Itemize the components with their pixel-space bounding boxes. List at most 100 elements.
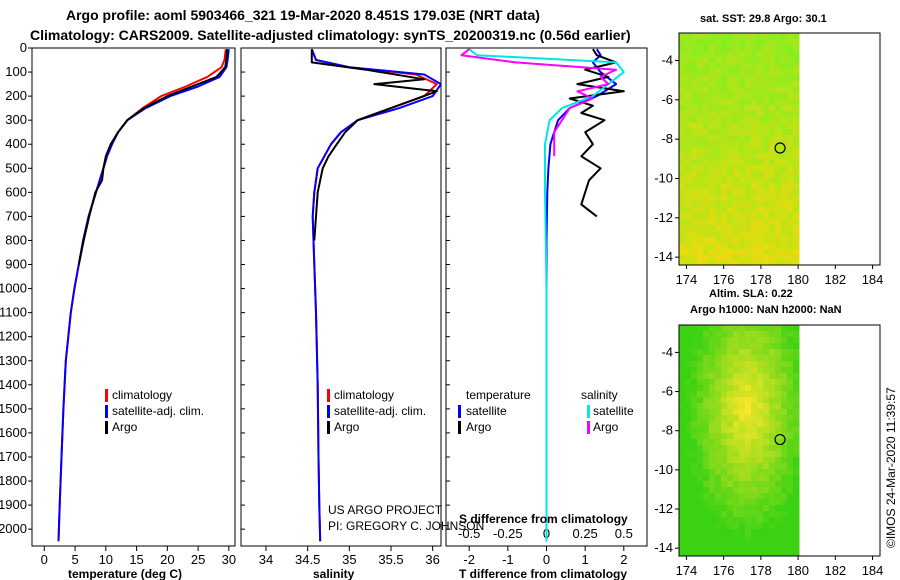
heatmap-cell: [727, 69, 734, 76]
heatmap-cell: [727, 499, 734, 506]
heatmap-cell: [721, 129, 728, 136]
heatmap-cell: [763, 469, 770, 476]
heatmap-cell: [739, 541, 746, 548]
heatmap-cell: [703, 415, 710, 422]
heatmap-cell: [793, 165, 800, 172]
heatmap-cell: [781, 505, 788, 512]
heatmap-cell: [769, 189, 776, 196]
figure-title: Argo profile: aoml 5903466_321 19-Mar-20…: [66, 7, 540, 23]
heatmap-cell: [763, 63, 770, 70]
heatmap-cell: [721, 183, 728, 190]
pi-note: PI: GREGORY C. JOHNSON: [328, 519, 484, 533]
heatmap-cell: [709, 75, 716, 82]
heatmap-cell: [691, 349, 698, 356]
heatmap-cell: [775, 159, 782, 166]
map-x-tick-label: 180: [787, 563, 809, 578]
heatmap-cell: [769, 111, 776, 118]
heatmap-cell: [679, 261, 686, 265]
heatmap-cell: [757, 219, 764, 226]
heatmap-cell: [703, 225, 710, 232]
heatmap-cell: [769, 409, 776, 416]
heatmap-cell: [703, 343, 710, 350]
heatmap-cell: [775, 505, 782, 512]
heatmap-cell: [781, 511, 788, 518]
heatmap-cell: [739, 117, 746, 124]
heatmap-cell: [781, 243, 788, 250]
heatmap-cell: [793, 451, 800, 458]
series-line-2: [77, 49, 228, 265]
heatmap-cell: [703, 219, 710, 226]
heatmap-cell: [679, 499, 686, 506]
heatmap-cell: [685, 469, 692, 476]
heatmap-cell: [775, 547, 782, 554]
heatmap-cell: [691, 201, 698, 208]
heatmap-cell: [727, 415, 734, 422]
heatmap-cell: [769, 147, 776, 154]
heatmap-cell: [787, 243, 794, 250]
heatmap-cell: [763, 451, 770, 458]
heatmap-cell: [745, 325, 752, 332]
y-tick-label: 900: [5, 257, 27, 272]
heatmap-cell: [691, 105, 698, 112]
heatmap-cell: [757, 33, 764, 40]
sla-map-frame: [678, 324, 881, 557]
heatmap-cell: [751, 165, 758, 172]
heatmap-cell: [781, 189, 788, 196]
x-tick-label: 20: [160, 552, 174, 567]
heatmap-cell: [757, 111, 764, 118]
heatmap-cell: [763, 355, 770, 362]
heatmap-cell: [763, 385, 770, 392]
heatmap-cell: [733, 213, 740, 220]
heatmap-cell: [733, 517, 740, 524]
heatmap-cell: [757, 487, 764, 494]
heatmap-cell: [709, 439, 716, 446]
heatmap-cell: [775, 147, 782, 154]
heatmap-cell: [763, 403, 770, 410]
heatmap-cell: [769, 153, 776, 160]
heatmap-cell: [697, 445, 704, 452]
heatmap-cell: [709, 249, 716, 256]
heatmap-cell: [769, 433, 776, 440]
heatmap-cell: [715, 355, 722, 362]
heatmap-cell: [685, 481, 692, 488]
heatmap-cell: [739, 243, 746, 250]
heatmap-cell: [703, 201, 710, 208]
heatmap-cell: [679, 237, 686, 244]
heatmap-cell: [733, 367, 740, 374]
heatmap-cell: [703, 69, 710, 76]
heatmap-cell: [781, 409, 788, 416]
heatmap-cell: [793, 433, 800, 440]
heatmap-cell: [769, 505, 776, 512]
heatmap-cell: [763, 505, 770, 512]
heatmap-cell: [691, 153, 698, 160]
heatmap-cell: [775, 45, 782, 52]
heatmap-cell: [793, 439, 800, 446]
heatmap-cell: [709, 523, 716, 530]
heatmap-cell: [769, 75, 776, 82]
heatmap-cell: [703, 147, 710, 154]
heatmap-cell: [703, 487, 710, 494]
heatmap-cell: [793, 403, 800, 410]
heatmap-cell: [745, 553, 752, 556]
heatmap-cell: [709, 261, 716, 265]
heatmap-cell: [685, 243, 692, 250]
heatmap-cell: [697, 105, 704, 112]
heatmap-cell: [679, 469, 686, 476]
heatmap-cell: [697, 415, 704, 422]
temperature-axis-label: temperature (deg C): [68, 567, 182, 580]
heatmap-cell: [781, 343, 788, 350]
heatmap-cell: [781, 415, 788, 422]
heatmap-cell: [691, 45, 698, 52]
heatmap-cell: [739, 153, 746, 160]
heatmap-cell: [679, 403, 686, 410]
heatmap-cell: [745, 409, 752, 416]
heatmap-cell: [775, 391, 782, 398]
heatmap-cell: [775, 201, 782, 208]
heatmap-cell: [703, 177, 710, 184]
heatmap-cell: [763, 213, 770, 220]
heatmap-cell: [745, 249, 752, 256]
heatmap-cell: [769, 343, 776, 350]
heatmap-cell: [697, 505, 704, 512]
legend-swatch-argo: [327, 421, 330, 434]
heatmap-cell: [787, 397, 794, 404]
